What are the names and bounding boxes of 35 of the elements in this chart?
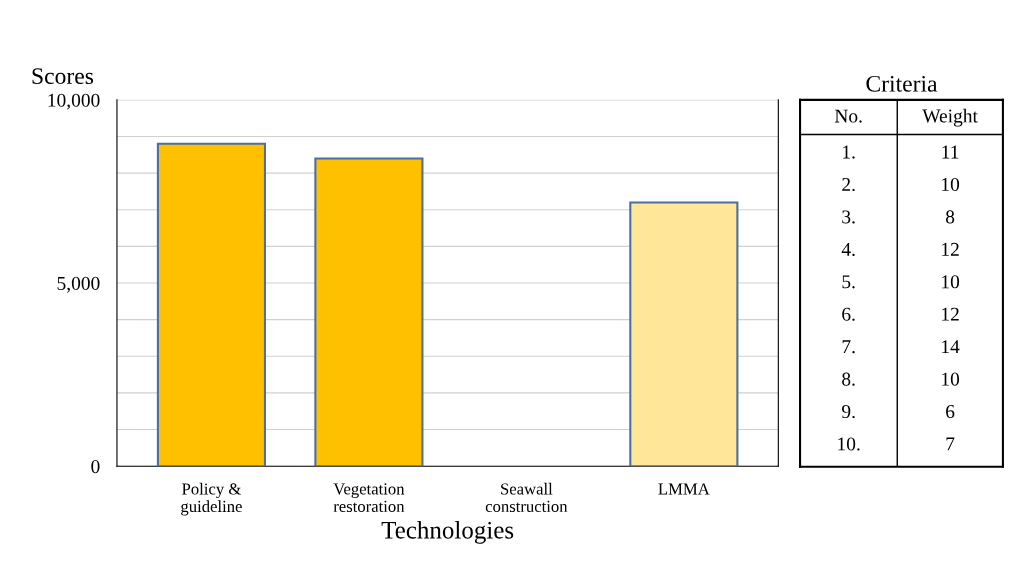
y-tick-label: 10. [838,437,860,451]
y-tick-label: 2. [842,177,855,192]
y-tick-label: 7. [842,340,855,354]
y-axis-title: No. [834,109,862,123]
x-tick-label: Weight [922,108,978,127]
data-label: 11 [942,145,959,159]
bar [629,201,739,467]
y-tick-label: 9. [841,405,855,419]
data-label: 8 [945,210,955,224]
y-tick-label: 6. [842,307,855,321]
y-tick-label: 10,000 [48,93,100,110]
x-tick-label: LMMA [658,483,710,495]
data-label: 7 [946,437,955,451]
bar [156,142,267,467]
y-tick-label: 0 [91,460,100,474]
y-tick-label: 3. [842,210,855,224]
bar [314,157,424,467]
x-tick-label: Vegetation restoration [333,483,405,513]
data-label: 12 [942,242,959,256]
data-label: 6 [946,405,955,419]
y-axis-title: Scores [32,68,94,85]
chart-title: Criteria [866,75,938,92]
x-tick-label: Seawall construction [485,482,568,513]
y-tick-label: 8. [842,372,855,386]
y-tick-label: 5. [842,275,855,289]
y-tick-label: 5,000 [57,276,100,293]
x-axis-title: Technologies [381,521,514,544]
data-label: 10 [942,372,960,386]
data-label: 14 [942,340,960,354]
y-tick-label: 1. [843,145,855,159]
data-label: 10 [942,177,960,192]
data-label: 10 [942,275,960,289]
y-tick-label: 4. [841,242,855,256]
data-label: 12 [942,307,959,321]
x-tick-label: Policy & guideline [181,482,242,516]
